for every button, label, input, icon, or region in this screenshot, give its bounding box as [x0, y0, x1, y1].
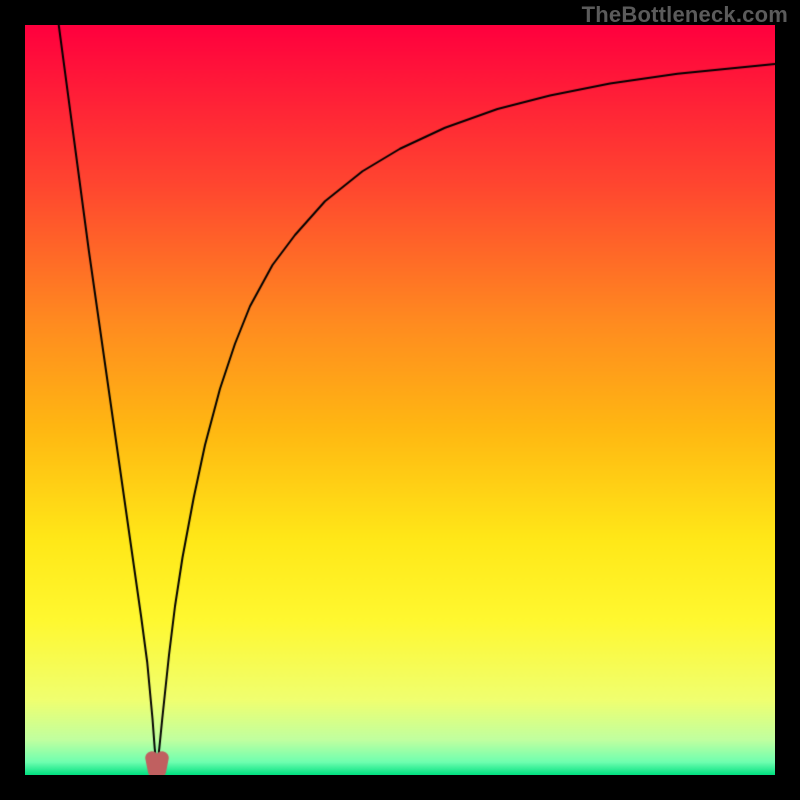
- bottleneck-curve-chart: [25, 25, 775, 775]
- watermark-label: TheBottleneck.com: [582, 2, 788, 28]
- chart-container: { "watermark": { "text": "TheBottleneck.…: [0, 0, 800, 800]
